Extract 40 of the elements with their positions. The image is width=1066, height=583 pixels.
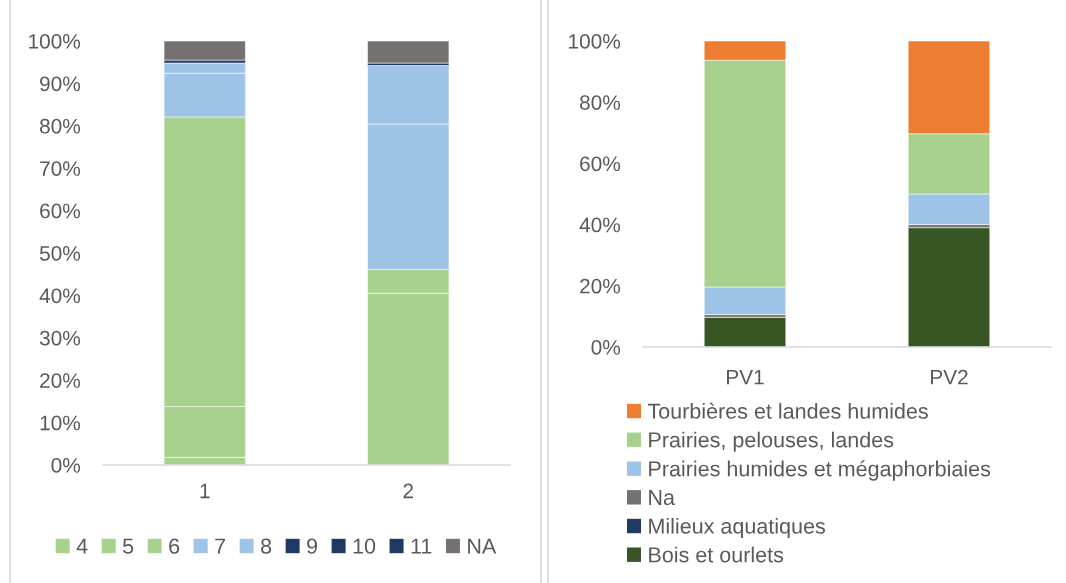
legend-label: 10 xyxy=(353,538,376,554)
legend-label: Bois et ourlets xyxy=(649,546,784,563)
legend-label: 6 xyxy=(169,538,180,554)
y-tick-label: 60% xyxy=(580,156,621,172)
y-tick-label: 70% xyxy=(40,161,81,176)
legend-label: 5 xyxy=(123,538,134,554)
y-tick-label: 80% xyxy=(39,118,81,134)
y-tick-label: 10% xyxy=(40,415,81,431)
y-tick-label: 60% xyxy=(40,203,81,219)
y-tick-label: 90% xyxy=(40,76,81,92)
legend-label: NA xyxy=(468,538,497,554)
legend-label: 4 xyxy=(76,538,88,554)
legend-label: Milieux aquatiques xyxy=(649,517,825,539)
y-tick-label: 100% xyxy=(29,34,81,49)
y-tick-label: 0% xyxy=(591,340,621,355)
legend-label: 11 xyxy=(411,538,432,554)
legend-label: 7 xyxy=(215,538,225,554)
legend-label: 8 xyxy=(261,538,272,554)
legend-label: Na xyxy=(649,490,675,506)
legend-label: 9 xyxy=(307,538,318,554)
y-tick-label: 20% xyxy=(580,278,621,294)
y-tick-label: 0% xyxy=(51,458,81,473)
legend-label: Prairies humides et mégaphorbiaies xyxy=(649,460,991,481)
y-tick-label: 40% xyxy=(39,288,81,304)
x-tick-label: PV1 xyxy=(727,369,764,385)
y-tick-label: 40% xyxy=(579,217,621,233)
x-tick-label: PV2 xyxy=(931,369,968,385)
bar xyxy=(907,227,991,347)
y-tick-label: 50% xyxy=(39,246,81,261)
bar xyxy=(367,41,450,64)
legend-label: Prairies, pelouses, landes xyxy=(649,431,894,452)
y-tick-label: 100% xyxy=(569,34,621,49)
x-tick-label: 2 xyxy=(403,483,413,499)
y-tick-label: 20% xyxy=(40,373,81,388)
y-tick-label: 30% xyxy=(39,330,81,346)
y-tick-label: 80% xyxy=(579,95,621,110)
x-tick-label: 1 xyxy=(200,483,210,499)
legend-label: Tourbières et landes humides xyxy=(647,402,928,419)
bar xyxy=(703,317,787,347)
bar xyxy=(163,41,246,61)
